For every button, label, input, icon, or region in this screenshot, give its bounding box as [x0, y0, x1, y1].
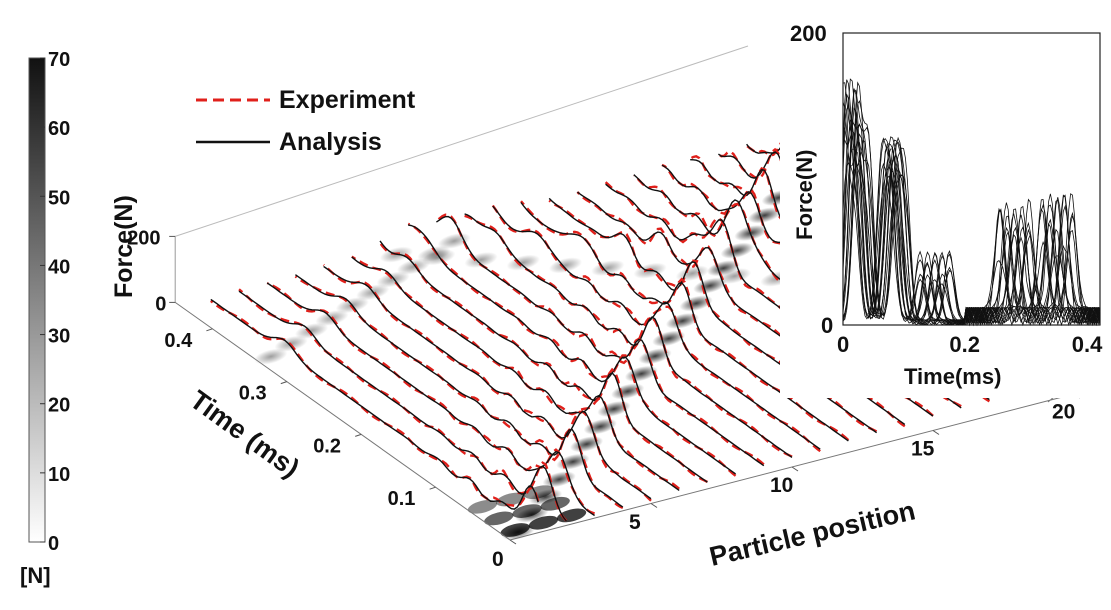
x-tick-label: 0: [492, 548, 504, 571]
inset-traces: [842, 78, 1101, 327]
colorbar-tick-label: 30: [48, 326, 70, 348]
colorbar-unit-label: [N]: [20, 563, 51, 588]
heatmap-blob: [748, 207, 782, 224]
experiment-trace: [717, 147, 1047, 383]
axis-ticks: 0 5 10 15 20 0.1 0.2 0.3 0.4 0 200: [127, 227, 1081, 571]
heatmap-blob: [693, 277, 727, 294]
heatmap-blob: [720, 242, 754, 259]
time-axis-line: [174, 301, 511, 541]
experiment-trace: [604, 181, 934, 417]
inset-y-axis-label: Force(N): [792, 150, 817, 240]
y-tick-mark: [429, 486, 436, 490]
analysis-trace: [210, 298, 539, 510]
inset-trace: [842, 107, 1101, 326]
inset-plot: 0 0.2 0.4 0 200 Force(N) Time(ms): [780, 21, 1110, 398]
x-tick-mark: [650, 503, 658, 508]
analysis-trace: [294, 274, 624, 508]
heatmap-blob: [464, 252, 498, 268]
inset-trace: [842, 100, 1101, 327]
colorbar-tick-label: 70: [48, 49, 70, 71]
z-tick-label: 200: [127, 227, 160, 249]
analysis-trace: [464, 213, 793, 458]
heatmap-blob: [528, 515, 558, 530]
legend-experiment-label: Experiment: [279, 86, 416, 114]
x-tick-mark: [509, 539, 517, 545]
x-tick-mark: [791, 466, 799, 472]
heatmap-blob: [417, 245, 451, 262]
x-tick-label: 15: [911, 437, 935, 460]
colorbar-tick-label: 10: [48, 464, 70, 486]
force-traces: [210, 133, 1075, 522]
position-axis-line: [509, 387, 1076, 541]
colorbar-tick-label: 50: [48, 187, 70, 209]
inset-trace: [842, 118, 1101, 327]
inset-frame: [842, 32, 1101, 326]
x-tick-label: 20: [1052, 400, 1075, 423]
colorbar-tick-label: 0: [48, 533, 59, 555]
heatmap-blob: [583, 418, 617, 435]
frame-edge: [175, 45, 749, 237]
x-tick-label: 5: [629, 511, 641, 534]
experiment-trace: [379, 242, 708, 483]
experiment-trace: [520, 200, 850, 441]
heatmap-blob: [396, 258, 431, 275]
y-tick-label: 0.3: [239, 383, 267, 405]
colorbar-tick-label: 60: [48, 118, 70, 140]
inset-trace: [842, 129, 1101, 327]
heatmap-blob: [679, 295, 713, 312]
colorbar-ticks: 70 60 50 40 30 20 10 0: [40, 49, 70, 555]
legend-analysis-label: Analysis: [279, 128, 382, 156]
y-tick-label: 0.2: [313, 435, 341, 457]
z-axis-label: Force(N): [110, 195, 138, 298]
colorbar-gradient: [28, 57, 46, 543]
y-tick-mark: [355, 433, 362, 437]
colorbar-tick-label: 20: [48, 395, 70, 417]
heatmap-blob: [548, 257, 583, 274]
analysis-trace: [408, 224, 737, 475]
heatmap-blob: [638, 348, 672, 365]
inset-x-axis-label: Time(ms): [904, 364, 1001, 389]
inset-y-tick-label: 200: [790, 21, 827, 46]
heatmap-blob: [500, 523, 530, 537]
analysis-trace: [351, 256, 680, 491]
inset-trace: [842, 127, 1101, 327]
analysis-trace: [492, 205, 821, 450]
x-tick-label: 10: [770, 474, 793, 497]
z-tick-label: 0: [155, 293, 166, 315]
heatmap-blob: [484, 511, 514, 526]
x-tick-mark: [932, 430, 940, 435]
heatmap-blob: [611, 383, 645, 400]
heatmap-blob: [512, 504, 542, 518]
colorbar: 70 60 50 40 30 20 10 0 [N]: [20, 49, 70, 588]
inset-x-tick-label: 0.2: [949, 332, 980, 357]
heatmap-blob: [376, 271, 410, 288]
analysis-trace: [379, 240, 708, 483]
analysis-trace: [323, 265, 652, 500]
heatmap-blob: [254, 348, 288, 365]
inset-background: [780, 22, 1110, 398]
heatmap-blob: [556, 508, 587, 523]
analysis-trace: [520, 202, 849, 442]
heatmap-blob: [540, 496, 570, 511]
inset-trace: [842, 94, 1101, 327]
y-tick-label: 0.4: [164, 330, 193, 352]
inset-y-tick-label: 0: [821, 313, 833, 338]
heatmap-blob: [467, 499, 498, 514]
inset-trace: [842, 133, 1101, 327]
experiment-trace: [464, 214, 793, 458]
analysis-trace: [436, 215, 765, 467]
y-tick-mark: [206, 328, 213, 332]
analysis-trace: [238, 290, 567, 522]
inset-ticks: 0 0.2 0.4 0 200: [790, 21, 1103, 357]
legend: Experiment Analysis: [196, 86, 416, 156]
y-tick-label: 0.1: [388, 488, 416, 510]
inset-x-tick-label: 0.4: [1072, 332, 1103, 357]
y-tick-mark: [280, 381, 287, 385]
heatmap-blob: [294, 322, 329, 339]
x-axis-label: Particle position: [707, 495, 918, 571]
experiment-trace: [238, 288, 568, 522]
inset-x-tick-label: 0: [837, 332, 849, 357]
colorbar-tick-label: 40: [48, 256, 70, 278]
